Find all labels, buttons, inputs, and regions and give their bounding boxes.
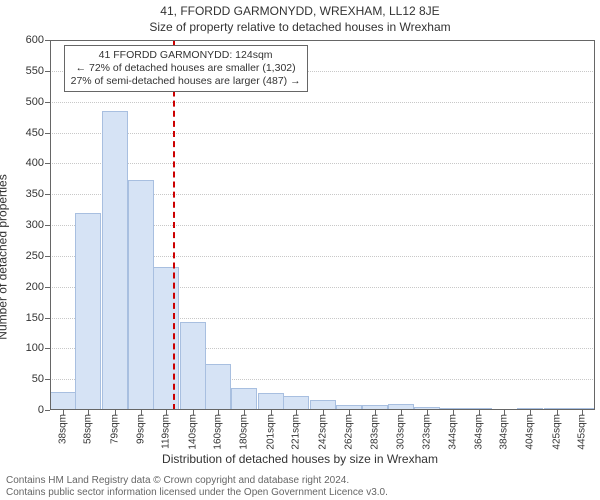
xtick-label: 119sqm: [161, 414, 172, 449]
chart-plot-area: 05010015020025030035040045050055060038sq…: [50, 40, 595, 410]
xtick-label: 242sqm: [318, 414, 329, 450]
xtick-label: 303sqm: [395, 414, 406, 450]
ytick-mark: [45, 410, 50, 411]
xtick-label: 344sqm: [448, 414, 459, 450]
y-axis-label: Number of detached properties: [0, 174, 10, 339]
ytick-label: 200: [26, 281, 44, 293]
xtick-label: 404sqm: [524, 414, 535, 450]
ytick-label: 50: [32, 373, 44, 385]
attribution-line-1: Contains HM Land Registry data © Crown c…: [6, 475, 349, 486]
xtick-label: 79sqm: [110, 414, 121, 444]
xtick-label: 384sqm: [499, 414, 510, 450]
ytick-label: 550: [26, 65, 44, 77]
ytick-label: 0: [38, 404, 44, 416]
xtick-label: 221sqm: [291, 414, 302, 450]
ytick-label: 150: [26, 312, 44, 324]
xtick-label: 160sqm: [213, 414, 224, 450]
ytick-label: 400: [26, 157, 44, 169]
xtick-label: 364sqm: [473, 414, 484, 450]
xtick-label: 58sqm: [83, 414, 94, 444]
xtick-label: 283sqm: [370, 414, 381, 450]
ytick-label: 100: [26, 342, 44, 354]
xtick-label: 323sqm: [421, 414, 432, 450]
ytick-label: 250: [26, 250, 44, 262]
ytick-label: 300: [26, 219, 44, 231]
xtick-label: 180sqm: [239, 414, 250, 450]
plot-border: [50, 40, 595, 410]
xtick-label: 38sqm: [57, 414, 68, 444]
xtick-label: 201sqm: [265, 414, 276, 450]
ytick-label: 450: [26, 127, 44, 139]
x-axis-label: Distribution of detached houses by size …: [0, 452, 600, 466]
xtick-label: 99sqm: [135, 414, 146, 444]
attribution-line-2: Contains public sector information licen…: [6, 487, 388, 498]
xtick-label: 425sqm: [551, 414, 562, 450]
ytick-label: 350: [26, 188, 44, 200]
ytick-label: 600: [26, 34, 44, 46]
xtick-label: 140sqm: [187, 414, 198, 450]
chart-subtitle: Size of property relative to detached ho…: [0, 20, 600, 34]
page-title: 41, FFORDD GARMONYDD, WREXHAM, LL12 8JE: [0, 4, 600, 18]
xtick-label: 445sqm: [577, 414, 588, 450]
xtick-label: 262sqm: [343, 414, 354, 450]
ytick-label: 500: [26, 96, 44, 108]
